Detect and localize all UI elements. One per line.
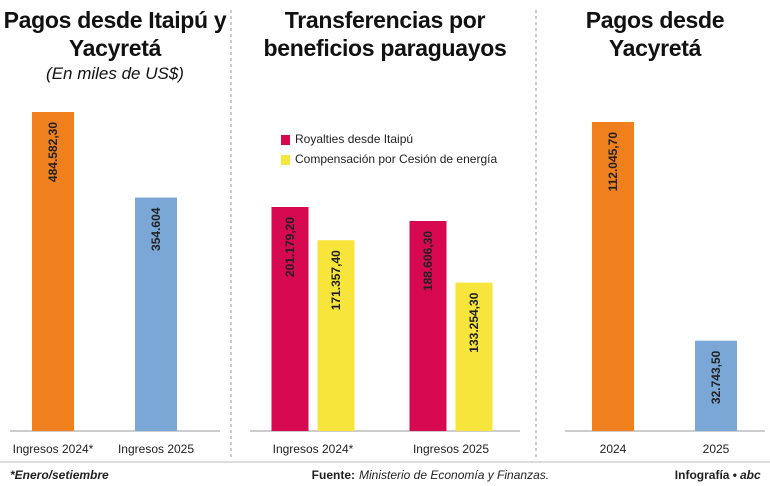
chart-subtitle: (En miles de US$) bbox=[46, 64, 184, 83]
value-label: 188.606,30 bbox=[421, 231, 435, 291]
chart-title: Pagos desde Yacyretá bbox=[585, 7, 725, 61]
bar bbox=[592, 122, 634, 431]
source-label: Fuente: bbox=[312, 468, 355, 482]
x-tick-label: Ingresos 2025 bbox=[118, 442, 194, 456]
x-tick-label: Ingresos 2024* bbox=[13, 442, 94, 456]
bar bbox=[695, 340, 737, 431]
credit: Infografía • bbox=[675, 468, 737, 482]
value-label: 171.357,40 bbox=[329, 250, 343, 310]
value-label: 133.254,30 bbox=[467, 292, 481, 352]
chart-title: Transferencias por beneficios paraguayos bbox=[263, 7, 507, 61]
bar bbox=[455, 282, 493, 431]
bar bbox=[409, 220, 447, 431]
value-label: 32.743,50 bbox=[709, 350, 723, 404]
legend-swatch bbox=[281, 155, 290, 165]
legend-swatch bbox=[281, 135, 290, 145]
source: Ministerio de Economía y Finanzas. bbox=[359, 468, 549, 482]
bar bbox=[135, 197, 177, 431]
footnote: *Enero/setiembre bbox=[10, 468, 109, 482]
logo: abc bbox=[740, 468, 761, 482]
x-tick-label: 2024 bbox=[600, 442, 627, 456]
chart-title: Pagos desde Itaipú y Yacyretá bbox=[3, 7, 227, 61]
value-label: 201.179,20 bbox=[283, 217, 297, 277]
x-tick-label: Ingresos 2024* bbox=[273, 442, 354, 456]
x-tick-label: 2025 bbox=[703, 442, 730, 456]
x-tick-label: Ingresos 2025 bbox=[413, 442, 489, 456]
value-label: 484.582,30 bbox=[46, 122, 60, 182]
bar bbox=[271, 207, 309, 431]
bar bbox=[32, 112, 74, 431]
value-label: 112.045,70 bbox=[606, 132, 620, 192]
legend-label: Royalties desde Itaipú bbox=[295, 132, 413, 146]
value-label: 354.604 bbox=[149, 207, 163, 251]
bar bbox=[317, 240, 355, 431]
legend-label: Compensación por Cesión de energía bbox=[295, 152, 497, 166]
